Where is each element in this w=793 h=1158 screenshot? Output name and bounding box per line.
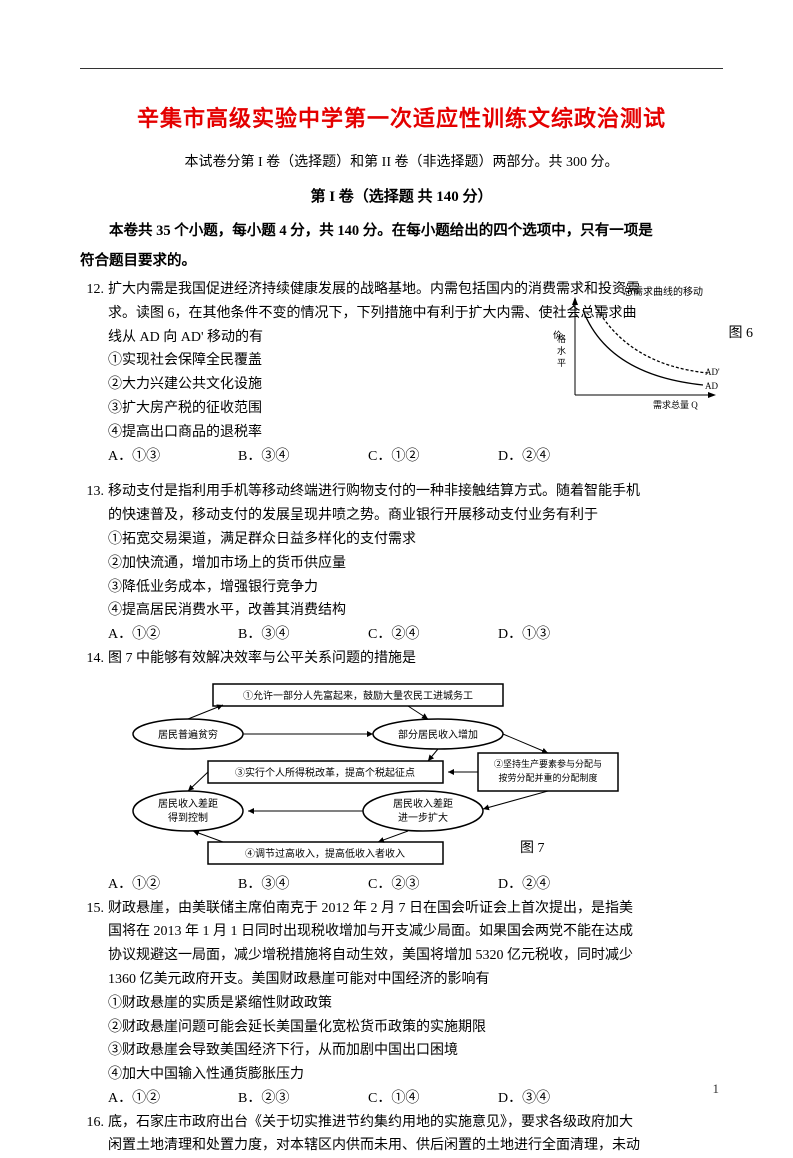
svg-text:水: 水 [557, 345, 566, 356]
q15-opt4: ④加大中国输入性通货膨胀压力 [80, 1063, 723, 1087]
q15: 15. 财政悬崖，由美联储主席伯南克于 2012 年 2 月 7 日在国会听证会… [80, 897, 723, 921]
q14-choice-a: A．①② [108, 873, 238, 897]
q12-choice-b: B．③④ [238, 445, 368, 469]
q13-number: 13. [80, 480, 108, 504]
q15-l3: 协议规避这一局面，减少增税措施将自动生效，美国将增加 5320 亿元税收，同时减… [80, 944, 723, 968]
q15-choice-b: B．②③ [238, 1087, 368, 1111]
q13-choice-c: C．②④ [368, 623, 498, 647]
instructions-l2: 符合题目要求的。 [80, 249, 723, 274]
q15-number: 15. [80, 897, 108, 921]
exam-title: 辛集市高级实验中学第一次适应性训练文综政治测试 [80, 100, 723, 137]
q13-stem-l1: 移动支付是指利用手机等移动终端进行购物支付的一种非接触结算方式。随着智能手机 [108, 480, 723, 504]
svg-text:③实行个人所得税改革，提高个税起征点: ③实行个人所得税改革，提高个税起征点 [235, 766, 415, 779]
q13-choice-d: D．①③ [498, 623, 628, 647]
svg-text:平: 平 [557, 358, 566, 368]
svg-text:进一步扩大: 进一步扩大 [398, 811, 448, 824]
q15-l1: 财政悬崖，由美联储主席伯南克于 2012 年 2 月 7 日在国会听证会上首次提… [108, 897, 723, 921]
q15-choices: A．①② B．②③ C．①④ D．③④ [80, 1087, 723, 1111]
top-rule [80, 68, 723, 69]
q13-opt1: ①拓宽交易渠道，满足群众日益多样化的支付需求 [80, 528, 723, 552]
q15-choice-d: D．③④ [498, 1087, 628, 1111]
svg-text:①允许一部分人先富起来，鼓励大量农民工进城务工: ①允许一部分人先富起来，鼓励大量农民工进城务工 [243, 689, 473, 702]
svg-text:格: 格 [557, 333, 566, 344]
svg-text:②坚持生产要素参与分配与: ②坚持生产要素参与分配与 [494, 758, 602, 769]
svg-text:居民普遍贫穷: 居民普遍贫穷 [158, 728, 218, 741]
q14: 14. 图 7 中能够有效解决效率与公平关系问题的措施是 [80, 647, 723, 671]
svg-text:居民收入差距: 居民收入差距 [158, 797, 218, 810]
q12-number: 12. [80, 278, 108, 302]
q12-choice-a: A．①③ [108, 445, 238, 469]
q13-opt3: ③降低业务成本，增强银行竞争力 [80, 576, 723, 600]
section-heading: 第 I 卷（选择题 共 140 分） [80, 185, 723, 211]
fig6-title: 总需求曲线的移动 [623, 285, 703, 298]
figure-6-graph: 总需求曲线的移动 价 格 水 平 AD' AD 需求总量 Q [553, 285, 723, 415]
q15-l2: 国将在 2013 年 1 月 1 日同时出现税收增加与开支减少局面。如果国会两党… [80, 920, 723, 944]
q16: 16. 底，石家庄市政府出台《关于切实推进节约集约用地的实施意见》，要求各级政府… [80, 1111, 723, 1135]
q13-opt2: ②加快流通，增加市场上的货币供应量 [80, 552, 723, 576]
svg-text:按劳分配并重的分配制度: 按劳分配并重的分配制度 [498, 772, 597, 783]
q13-stem-l2: 的快速普及，移动支付的发展呈现井喷之势。商业银行开展移动支付业务有利于 [80, 504, 723, 528]
q12-opt4: ④提高出口商品的退税率 [80, 421, 723, 445]
arrow-right-icon [708, 392, 716, 398]
q12-choice-c: C．①② [368, 445, 498, 469]
figure-7-label: 图 7 [520, 837, 545, 861]
curve-ad [583, 310, 703, 385]
q12-choices: A．①③ B．③④ C．①② D．②④ [80, 445, 723, 469]
svg-text:AD': AD' [705, 367, 720, 377]
q14-stem: 图 7 中能够有效解决效率与公平关系问题的措施是 [108, 647, 723, 671]
q15-opt1: ①财政悬崖的实质是紧缩性财政政策 [80, 992, 723, 1016]
q14-choices: A．①② B．③④ C．②③ D．②④ [80, 873, 723, 897]
q13: 13. 移动支付是指利用手机等移动终端进行购物支付的一种非接触结算方式。随着智能… [80, 480, 723, 504]
q16-l1: 底，石家庄市政府出台《关于切实推进节约集约用地的实施意见》，要求各级政府加大 [108, 1111, 723, 1135]
q16-l2: 闲置土地清理和处置力度，对本辖区内供而未用、供后闲置的土地进行全面清理，未动 [80, 1134, 723, 1158]
page-number: 1 [713, 1078, 720, 1100]
svg-text:部分居民收入增加: 部分居民收入增加 [398, 728, 478, 741]
figure-6-label: 图 6 [729, 322, 754, 346]
q14-choice-b: B．③④ [238, 873, 368, 897]
q15-choice-c: C．①④ [368, 1087, 498, 1111]
q15-l4: 1360 亿美元政府开支。美国财政悬崖可能对中国经济的影响有 [80, 968, 723, 992]
figure-7-diagram: ①允许一部分人先富起来，鼓励大量农民工进城务工 居民普遍贫穷 部分居民收入增加 … [80, 679, 723, 869]
q16-number: 16. [80, 1111, 108, 1135]
q15-opt3: ③财政悬崖会导致美国经济下行，从而加剧中国出口困境 [80, 1039, 723, 1063]
q14-number: 14. [80, 647, 108, 671]
exam-subtitle: 本试卷分第 I 卷（选择题）和第 II 卷（非选择题）两部分。共 300 分。 [80, 151, 723, 175]
instructions-l1: 本卷共 35 个小题，每小题 4 分，共 140 分。在每小题给出的四个选项中，… [80, 219, 723, 244]
q14-choice-c: C．②③ [368, 873, 498, 897]
q13-choices: A．①② B．③④ C．②④ D．①③ [80, 623, 723, 647]
svg-text:居民收入差距: 居民收入差距 [393, 797, 453, 810]
q15-opt2: ②财政悬崖问题可能会延长美国量化宽松货币政策的实施期限 [80, 1016, 723, 1040]
svg-text:AD: AD [705, 381, 718, 391]
q14-choice-d: D．②④ [498, 873, 628, 897]
svg-text:需求总量 Q: 需求总量 Q [653, 399, 698, 410]
svg-text:得到控制: 得到控制 [168, 811, 208, 824]
svg-text:④调节过高收入，提高低收入者收入: ④调节过高收入，提高低收入者收入 [245, 847, 405, 860]
q15-choice-a: A．①② [108, 1087, 238, 1111]
q13-choice-b: B．③④ [238, 623, 368, 647]
arrow-up-icon [572, 297, 578, 305]
q12-choice-d: D．②④ [498, 445, 628, 469]
curve-adp [595, 305, 708, 373]
q13-opt4: ④提高居民消费水平，改善其消费结构 [80, 599, 723, 623]
q13-choice-a: A．①② [108, 623, 238, 647]
